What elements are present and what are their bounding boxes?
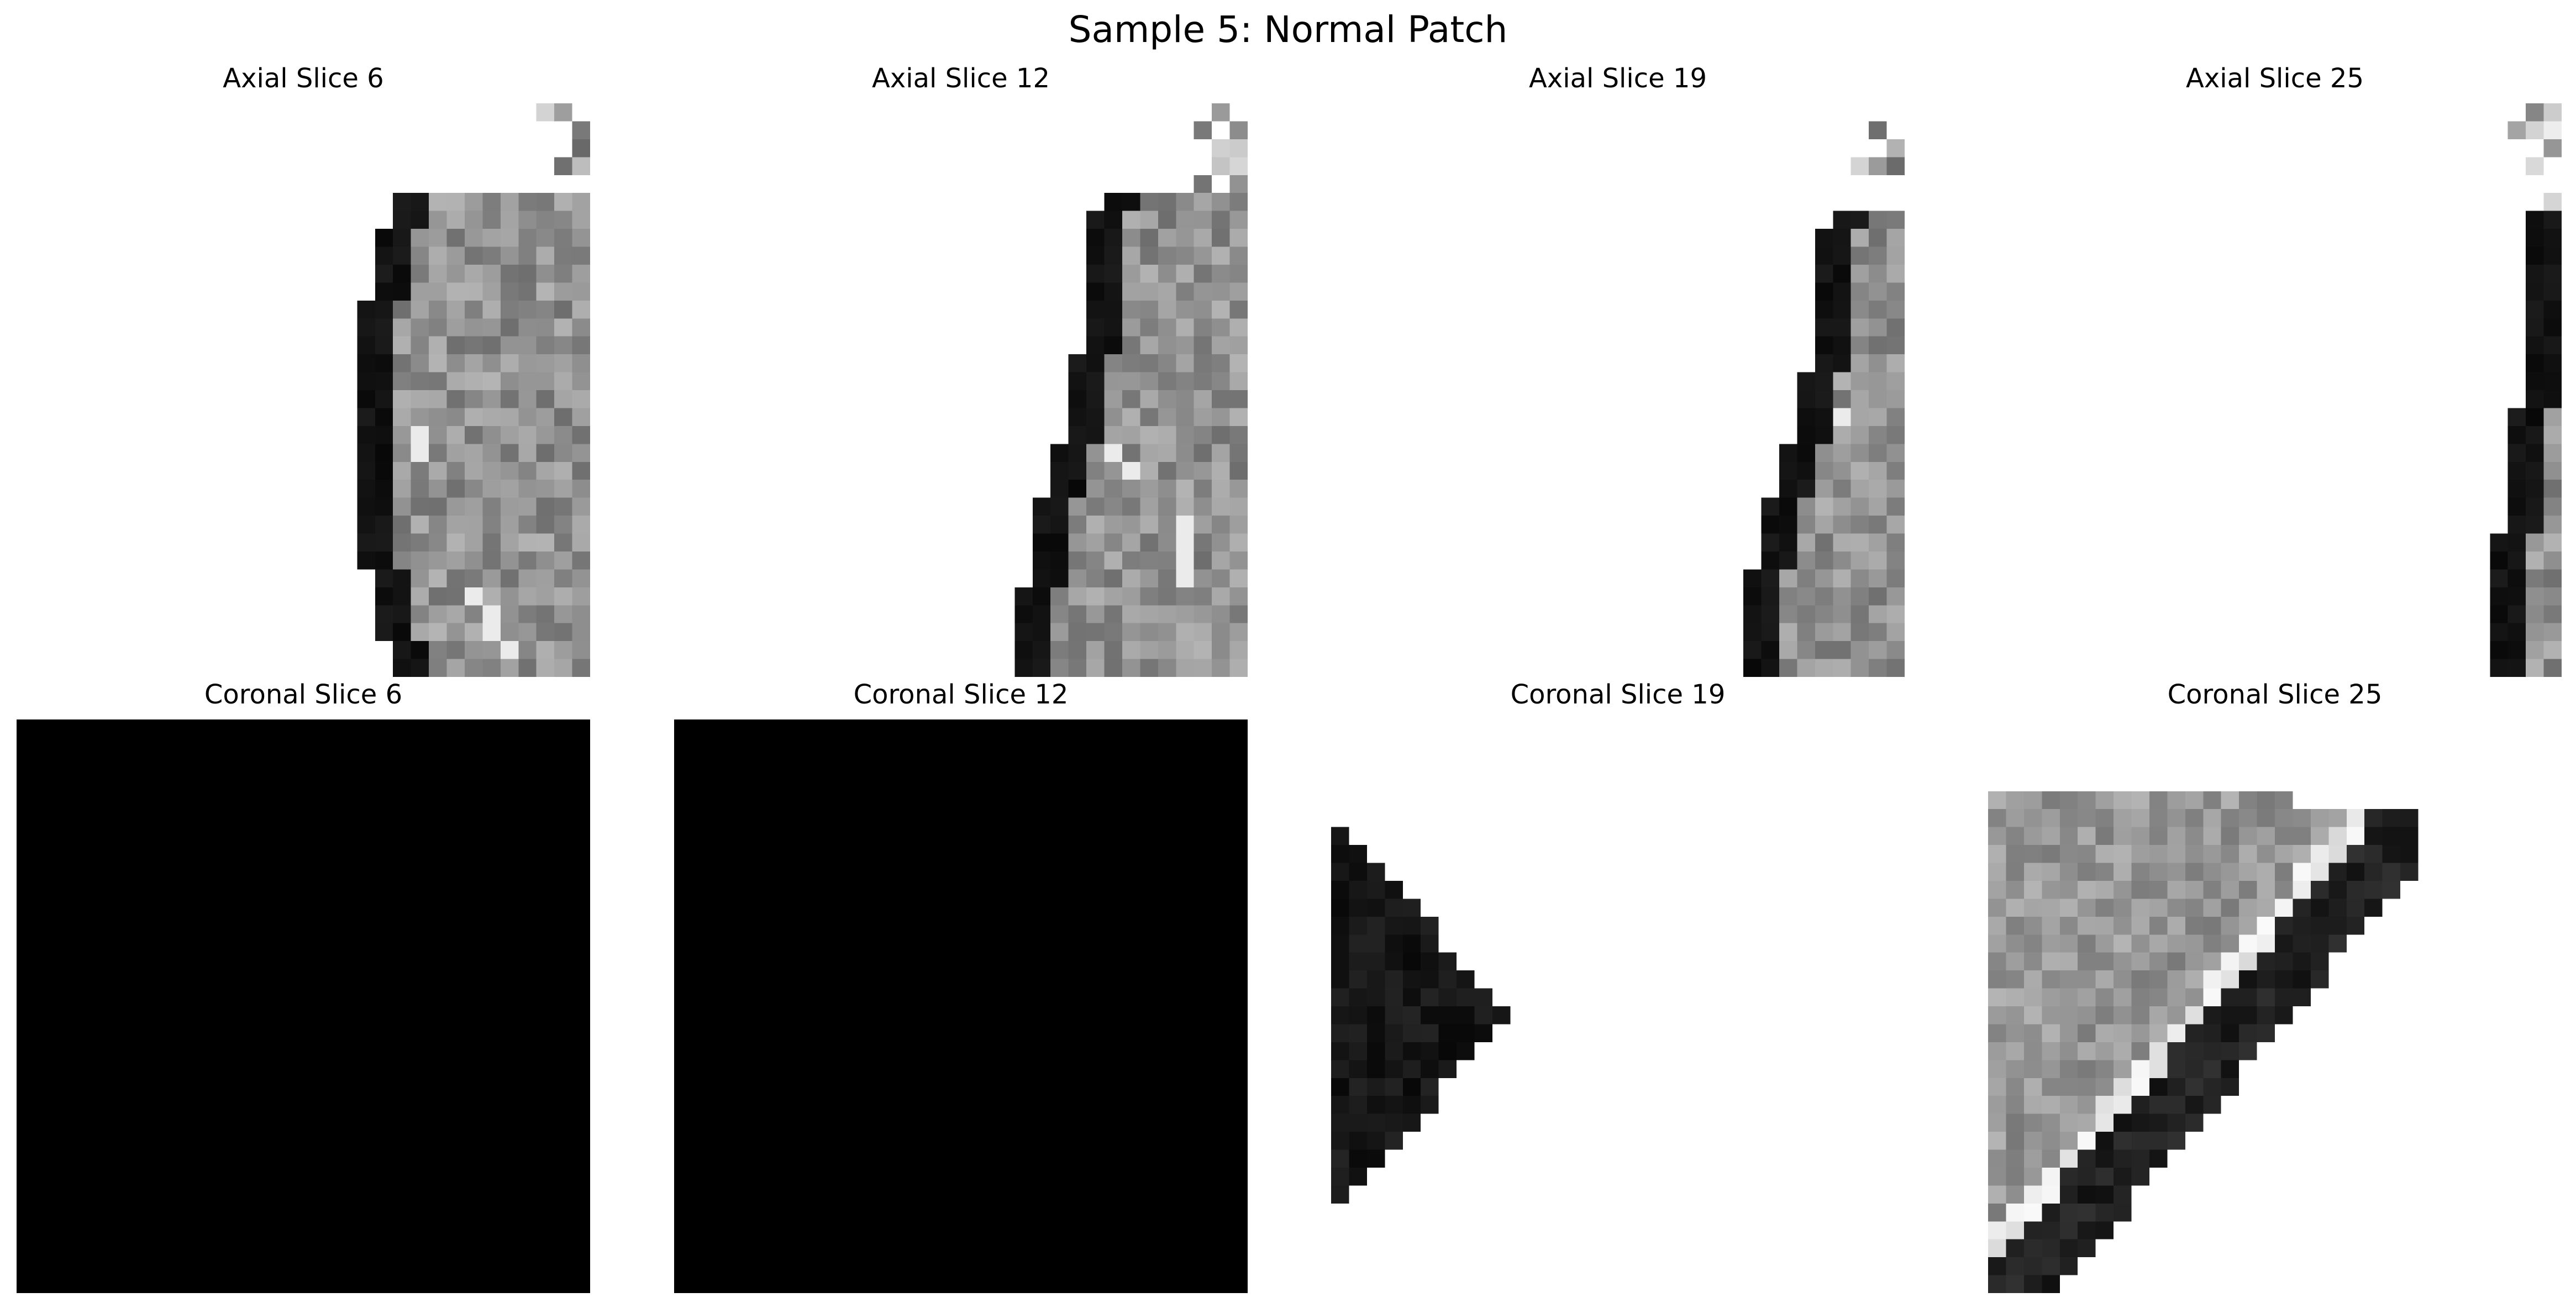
figure-title: Sample 5: Normal Patch	[1068, 8, 1508, 51]
panel-title: Axial Slice 25	[2186, 63, 2364, 94]
axial-slice-19-image	[1331, 103, 1905, 677]
coronal-slice-19-image	[1331, 719, 1905, 1293]
panel-title: Coronal Slice 6	[204, 679, 403, 710]
panel-coronal-12: Coronal Slice 12	[674, 678, 1248, 1297]
panel-axial-19: Axial Slice 19	[1331, 62, 1905, 681]
panel-title: Axial Slice 6	[223, 63, 384, 94]
coronal-slice-12-image	[674, 719, 1248, 1293]
panel-coronal-19: Coronal Slice 19	[1331, 678, 1905, 1297]
panel-title: Coronal Slice 25	[2167, 679, 2383, 710]
panel-axial-6: Axial Slice 6	[17, 62, 590, 681]
panel-coronal-6: Coronal Slice 6	[17, 678, 590, 1297]
coronal-slice-25-image	[1988, 719, 2562, 1293]
panel-title: Axial Slice 19	[1529, 63, 1707, 94]
panel-coronal-25: Coronal Slice 25	[1988, 678, 2562, 1297]
axial-slice-6-image	[17, 103, 590, 677]
panel-title: Axial Slice 12	[872, 63, 1050, 94]
axial-slice-25-image	[1988, 103, 2562, 677]
panel-axial-12: Axial Slice 12	[674, 62, 1248, 681]
coronal-slice-6-image	[17, 719, 590, 1293]
panel-title: Coronal Slice 12	[853, 679, 1069, 710]
axial-slice-12-image	[674, 103, 1248, 677]
panel-title: Coronal Slice 19	[1510, 679, 1726, 710]
panel-axial-25: Axial Slice 25	[1988, 62, 2562, 681]
